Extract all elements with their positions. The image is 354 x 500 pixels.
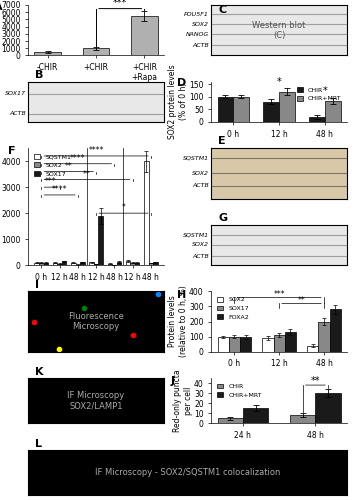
Legend: CHIR, CHIR+MRT: CHIR, CHIR+MRT	[215, 381, 264, 400]
Text: B: B	[35, 70, 44, 80]
Bar	[39, 262, 44, 265]
Bar	[279, 92, 295, 122]
Text: C: C	[218, 5, 226, 15]
Bar	[217, 418, 243, 424]
Bar	[98, 216, 103, 265]
Bar	[307, 346, 318, 352]
Y-axis label: SOX2 protein levels
(% of 0 h): SOX2 protein levels (% of 0 h)	[169, 64, 188, 139]
Bar	[71, 262, 75, 265]
Text: ***: ***	[113, 0, 127, 8]
Bar	[62, 261, 67, 265]
Bar	[53, 262, 57, 265]
Bar	[234, 97, 250, 122]
Bar	[94, 264, 98, 265]
Text: F: F	[8, 146, 16, 156]
Bar	[217, 97, 234, 122]
Text: A: A	[0, 2, 3, 12]
Legend: SQSTM1, SOX2, SOX17: SQSTM1, SOX2, SOX17	[32, 152, 74, 179]
Text: SQSTM1: SQSTM1	[183, 232, 209, 237]
Bar	[290, 416, 315, 424]
Bar	[34, 262, 39, 265]
Text: G: G	[218, 213, 227, 223]
Text: L: L	[35, 438, 42, 448]
Bar	[263, 102, 279, 122]
Bar	[108, 264, 112, 265]
Text: Western blot
(C): Western blot (C)	[252, 20, 306, 40]
Bar	[325, 100, 341, 122]
Text: D: D	[177, 78, 187, 88]
Bar	[309, 117, 325, 122]
Text: IF Microscopy
SOX2/LAMP1: IF Microscopy SOX2/LAMP1	[68, 391, 125, 410]
Text: J: J	[171, 376, 175, 386]
Bar	[217, 336, 229, 352]
Bar	[262, 338, 274, 352]
Text: ACTB: ACTB	[192, 254, 209, 259]
Text: ****: ****	[70, 154, 86, 163]
Text: K: K	[35, 367, 44, 377]
Text: ***: ***	[273, 290, 285, 298]
Bar	[153, 262, 158, 265]
Bar	[44, 262, 48, 265]
Text: *: *	[121, 204, 125, 212]
Text: NANOG: NANOG	[185, 32, 209, 37]
Text: SQSTM1: SQSTM1	[183, 156, 209, 160]
Text: H: H	[177, 290, 187, 300]
Bar	[75, 264, 80, 265]
Text: ****: ****	[52, 185, 67, 194]
Legend: SOX2, SOX17, FOXA2: SOX2, SOX17, FOXA2	[215, 294, 251, 322]
Bar	[135, 262, 139, 265]
Legend: CHIR, CHIR+MRT: CHIR, CHIR+MRT	[294, 84, 344, 104]
Bar	[274, 335, 285, 352]
Bar	[315, 393, 341, 424]
Bar	[57, 264, 62, 265]
Text: POU5F1: POU5F1	[184, 12, 209, 16]
Bar	[149, 263, 153, 265]
Text: ***: ***	[45, 178, 56, 186]
Text: SOX2: SOX2	[192, 22, 209, 26]
Bar	[117, 262, 121, 265]
Text: SOX17: SOX17	[5, 91, 25, 96]
Bar	[34, 52, 61, 56]
Bar	[240, 336, 251, 352]
Bar	[130, 263, 135, 265]
Bar	[330, 310, 341, 352]
Text: E: E	[218, 136, 226, 145]
Bar	[131, 16, 158, 56]
Y-axis label: Protein levels
(relative to 0 h, %): Protein levels (relative to 0 h, %)	[168, 286, 188, 358]
Text: **: **	[310, 376, 320, 386]
Text: SOX2: SOX2	[192, 242, 209, 248]
Text: I: I	[35, 280, 39, 290]
Text: ACTB: ACTB	[192, 184, 209, 188]
Text: **: **	[298, 296, 306, 304]
Bar	[318, 322, 330, 352]
Text: SOX2: SOX2	[192, 171, 209, 176]
Text: IF Microscopy - SOX2/SQSTM1 colocalization: IF Microscopy - SOX2/SQSTM1 colocalizati…	[95, 468, 280, 477]
Bar	[89, 262, 94, 265]
Text: **: **	[83, 170, 91, 178]
Bar	[285, 332, 296, 352]
Bar	[229, 336, 240, 352]
Text: **: **	[65, 162, 73, 171]
Text: *: *	[277, 78, 281, 88]
Bar	[83, 48, 109, 56]
Text: ****: ****	[88, 146, 104, 155]
Y-axis label: Red-only puncta
per cell: Red-only puncta per cell	[173, 370, 193, 432]
Text: *: *	[322, 86, 327, 96]
Text: Fluorescence
Microscopy: Fluorescence Microscopy	[68, 312, 124, 332]
Bar	[144, 161, 149, 265]
Bar	[243, 408, 268, 424]
Text: ACTB: ACTB	[192, 43, 209, 48]
Bar	[80, 262, 85, 265]
Text: ACTB: ACTB	[9, 112, 25, 116]
Bar	[126, 261, 130, 265]
